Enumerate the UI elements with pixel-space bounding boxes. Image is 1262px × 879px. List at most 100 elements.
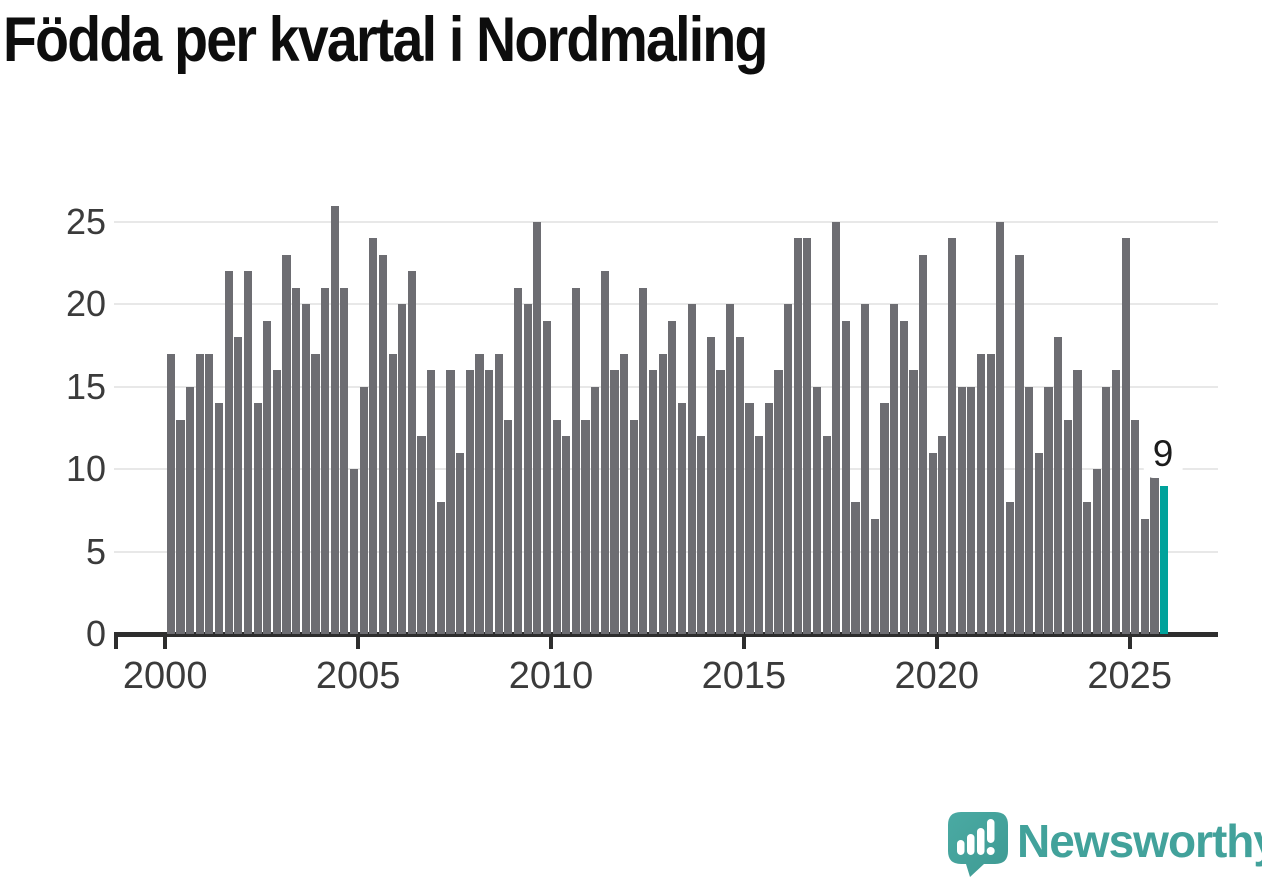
x-axis-tick bbox=[163, 634, 168, 649]
bar bbox=[176, 419, 185, 634]
bar bbox=[292, 287, 301, 634]
bar bbox=[388, 353, 397, 634]
bar bbox=[591, 386, 600, 634]
bar bbox=[542, 320, 552, 634]
bar bbox=[571, 287, 580, 634]
bar bbox=[185, 386, 195, 634]
bar bbox=[726, 304, 735, 634]
bar bbox=[745, 403, 754, 634]
bar bbox=[378, 254, 388, 634]
x-axis-tick-label: 2015 bbox=[701, 655, 787, 697]
bar bbox=[890, 304, 899, 634]
bar bbox=[214, 403, 224, 634]
bar bbox=[1111, 370, 1121, 634]
bar bbox=[658, 353, 667, 634]
bar bbox=[735, 337, 744, 634]
x-axis-tick-label: 2020 bbox=[894, 655, 980, 697]
bar bbox=[552, 419, 561, 634]
x-axis-line bbox=[114, 632, 1218, 637]
bar bbox=[1034, 452, 1043, 634]
bar bbox=[1005, 502, 1014, 634]
value-annotation: 9 bbox=[1143, 433, 1183, 478]
x-axis-tick bbox=[1127, 634, 1132, 649]
bar bbox=[947, 238, 957, 634]
x-axis-tick bbox=[549, 634, 553, 649]
bar bbox=[513, 287, 523, 634]
bar bbox=[832, 222, 841, 634]
bar bbox=[986, 353, 995, 634]
bar bbox=[928, 452, 937, 634]
x-axis-tick-label: 2025 bbox=[1087, 655, 1172, 697]
bar bbox=[494, 353, 503, 634]
bar bbox=[822, 436, 831, 634]
bar bbox=[909, 370, 918, 634]
bar bbox=[1054, 337, 1063, 634]
bar bbox=[504, 419, 513, 634]
x-axis-tick bbox=[934, 634, 939, 649]
bar bbox=[639, 287, 648, 634]
x-axis-tick bbox=[356, 634, 361, 649]
y-axis-tick-label: 15 bbox=[65, 365, 106, 407]
bar bbox=[581, 419, 590, 634]
bar bbox=[1121, 238, 1130, 634]
bar bbox=[938, 436, 947, 634]
bar bbox=[793, 238, 802, 634]
bar bbox=[224, 271, 233, 634]
bar bbox=[755, 436, 764, 634]
bar bbox=[417, 436, 426, 634]
bar bbox=[803, 238, 812, 634]
bar bbox=[1015, 254, 1024, 634]
bar bbox=[523, 304, 532, 634]
bar bbox=[1082, 502, 1092, 634]
x-axis-tick-label: 2005 bbox=[315, 655, 401, 697]
bar bbox=[880, 403, 889, 634]
bar bbox=[1140, 518, 1150, 634]
bar bbox=[620, 353, 629, 634]
bar bbox=[1102, 386, 1111, 634]
bar bbox=[668, 320, 677, 634]
bar bbox=[205, 353, 214, 634]
bar bbox=[861, 304, 870, 634]
bar bbox=[436, 502, 445, 634]
bar bbox=[957, 386, 966, 634]
bar bbox=[427, 370, 436, 634]
bar bbox=[1063, 419, 1072, 634]
x-axis-tick-label: 2000 bbox=[122, 655, 208, 697]
bar bbox=[475, 353, 484, 634]
bar bbox=[398, 304, 407, 634]
bar bbox=[446, 370, 455, 634]
bar bbox=[1044, 386, 1053, 634]
bar bbox=[243, 271, 253, 634]
bar bbox=[899, 320, 908, 634]
bar bbox=[311, 353, 320, 634]
bar bbox=[330, 205, 339, 634]
newsworthy-logo: Newsworthy bbox=[947, 811, 1262, 877]
bar bbox=[369, 238, 378, 634]
bar bbox=[407, 271, 416, 634]
bar bbox=[697, 436, 706, 634]
bar bbox=[841, 320, 851, 634]
bar bbox=[716, 370, 725, 634]
bar bbox=[1073, 370, 1082, 634]
bar bbox=[456, 452, 465, 634]
bar bbox=[783, 304, 793, 634]
bar bbox=[764, 403, 773, 634]
bar bbox=[687, 304, 696, 634]
bar bbox=[996, 222, 1005, 634]
bar bbox=[301, 304, 310, 634]
newsworthy-speech-bubble-chart-icon bbox=[948, 812, 1008, 877]
bar bbox=[282, 254, 291, 634]
y-axis-tick-label: 5 bbox=[85, 530, 106, 572]
bar bbox=[359, 386, 368, 634]
highlight-bar bbox=[1160, 485, 1169, 634]
bar bbox=[195, 353, 204, 634]
bar bbox=[562, 436, 571, 634]
bar bbox=[465, 370, 474, 634]
bar bbox=[1092, 469, 1101, 634]
y-axis-tick-label: 0 bbox=[85, 613, 106, 654]
bar bbox=[272, 370, 281, 634]
chart-title: Födda per kvartal i Nordmaling bbox=[3, 5, 768, 75]
bar bbox=[1025, 386, 1034, 634]
bar bbox=[610, 370, 619, 634]
newsworthy-wordmark: Newsworthy bbox=[1017, 815, 1262, 867]
